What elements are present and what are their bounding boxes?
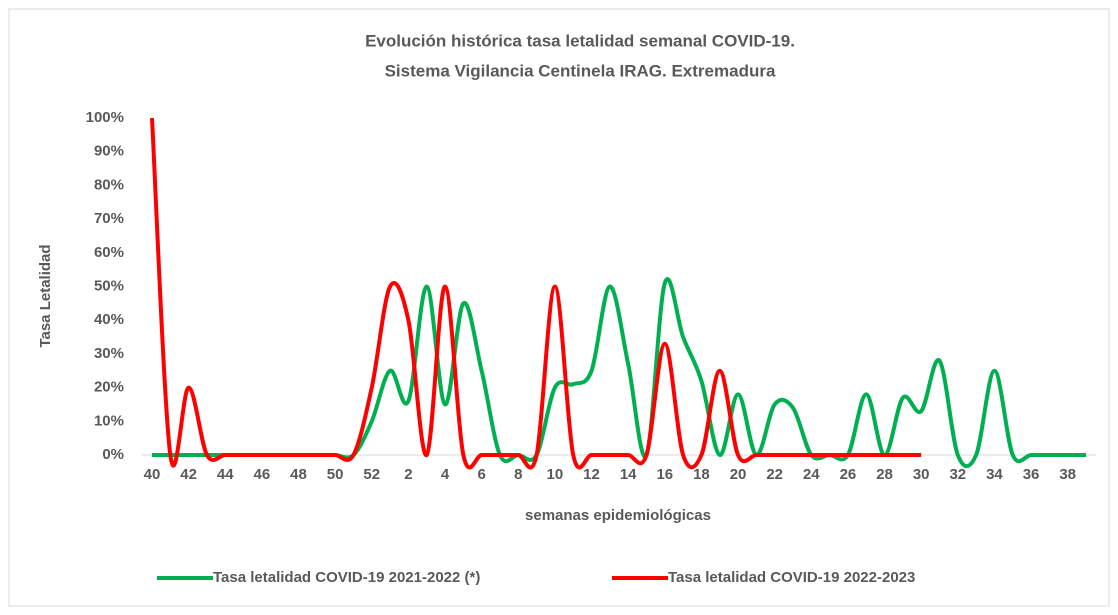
- legend-label: Tasa letalidad COVID-19 2022-2023: [668, 569, 915, 586]
- x-tick-label: 10: [547, 466, 564, 483]
- x-tick-label: 38: [1059, 466, 1076, 483]
- y-tick-label: 0%: [102, 446, 124, 463]
- line-series: [150, 117, 922, 470]
- y-tick-label: 40%: [94, 311, 124, 328]
- x-tick-label: 26: [840, 466, 857, 483]
- x-tick-label: 22: [766, 466, 783, 483]
- x-tick-label: 4: [441, 466, 450, 483]
- y-tick-label: 20%: [94, 379, 124, 396]
- x-tick-label: 50: [327, 466, 344, 483]
- x-tick-label: 8: [514, 466, 522, 483]
- x-tick-label: 42: [180, 466, 197, 483]
- chart-title: Evolución histórica tasa letalidad seman…: [365, 31, 795, 50]
- y-tick-label: 60%: [94, 244, 124, 261]
- x-tick-label: 6: [477, 466, 485, 483]
- legend-label: Tasa letalidad COVID-19 2021-2022 (*): [213, 569, 480, 586]
- y-tick-label: 90%: [94, 143, 124, 160]
- y-tick-label: 70%: [94, 210, 124, 227]
- x-tick-label: 28: [876, 466, 893, 483]
- chart-title: Sistema Vigilancia Centinela IRAG. Extre…: [385, 61, 776, 80]
- x-tick-label: 2: [404, 466, 412, 483]
- x-tick-label: 46: [254, 466, 271, 483]
- x-tick-label: 24: [803, 466, 820, 483]
- x-tick-label: 44: [217, 466, 234, 483]
- x-axis-label: semanas epidemiológicas: [525, 507, 711, 524]
- x-tick-label: 20: [730, 466, 747, 483]
- x-tick-label: 40: [144, 466, 161, 483]
- x-tick-label: 16: [656, 466, 673, 483]
- x-tick-label: 14: [620, 466, 637, 483]
- x-tick-label: 36: [1023, 466, 1040, 483]
- y-axis-label: Tasa Letalidad: [37, 244, 54, 347]
- x-tick-label: 48: [290, 466, 307, 483]
- x-tick-label: 52: [363, 466, 380, 483]
- x-tick-label: 34: [986, 466, 1003, 483]
- x-tick-label: 30: [913, 466, 930, 483]
- y-tick-label: 10%: [94, 412, 124, 429]
- y-tick-label: 50%: [94, 277, 124, 294]
- x-tick-label: 18: [693, 466, 710, 483]
- y-tick-label: 80%: [94, 176, 124, 193]
- y-tick-label: 30%: [94, 345, 124, 362]
- x-tick-label: 32: [949, 466, 966, 483]
- y-tick-label: 100%: [86, 109, 124, 126]
- x-tick-label: 12: [583, 466, 600, 483]
